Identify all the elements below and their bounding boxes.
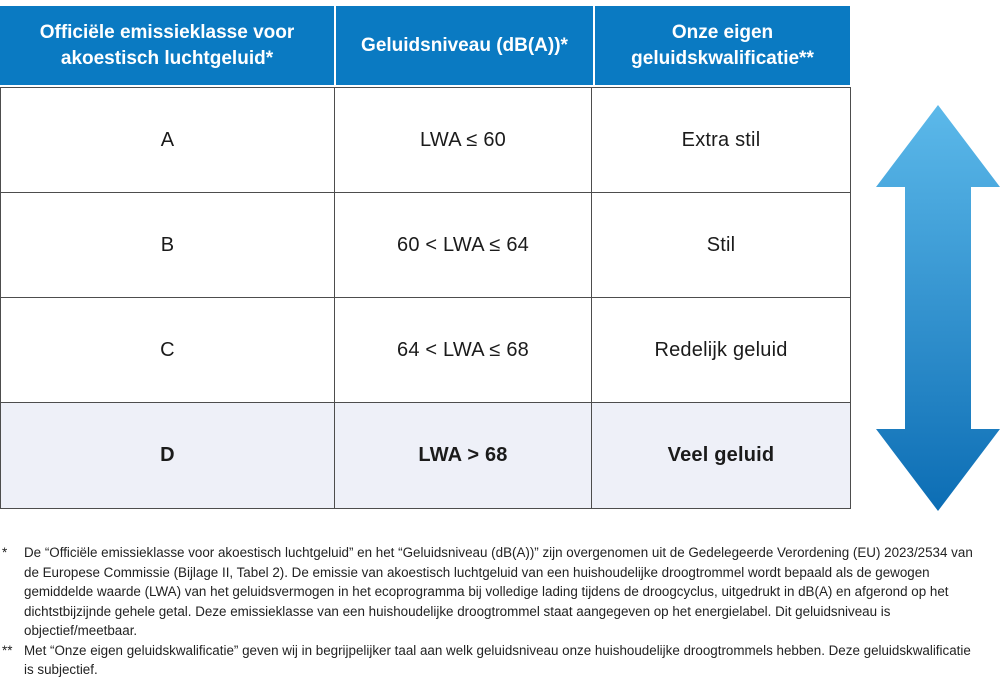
footnote-2-text: Met “Onze eigen geluidskwalificatie” gev… (24, 642, 971, 678)
footnote-2: ** Met “Onze eigen geluidskwalificatie” … (2, 641, 974, 680)
header-cell-own-qualification: Onze eigen geluidskwalificatie** (595, 6, 850, 85)
noise-class-table: Officiële emissieklasse voor akoestisch … (0, 6, 851, 509)
header-cell-emission-class: Officiële emissieklasse voor akoestisch … (0, 6, 334, 85)
table-header-row: Officiële emissieklasse voor akoestisch … (0, 6, 851, 85)
cell-qualification-c: Redelijk geluid (654, 338, 788, 361)
table-row-a: A LWA ≤ 60 Extra stil (1, 88, 850, 193)
cell-level-b: 60 < LWA ≤ 64 (335, 193, 592, 297)
cell-qualification-d: Veel geluid (667, 444, 775, 466)
footnote-1: * De “Officiële emissieklasse voor akoes… (2, 543, 974, 641)
footnote-1-text: De “Officiële emissieklasse voor akoesti… (24, 545, 973, 638)
cell-qualification-a: Extra stil (681, 128, 761, 151)
table-body: A LWA ≤ 60 Extra stil B 60 < LWA ≤ 64 St… (0, 87, 851, 509)
footnote-2-marker: ** (2, 642, 13, 658)
cell-level-c: 64 < LWA ≤ 68 (335, 298, 592, 402)
cell-class-c: C (1, 298, 335, 402)
table-row-d: D LWA > 68 Veel geluid (1, 403, 850, 508)
footnotes: * De “Officiële emissieklasse voor akoes… (2, 543, 974, 680)
header-cell-noise-level: Geluidsniveau (dB(A))* (336, 6, 593, 85)
table-row-b: B 60 < LWA ≤ 64 Stil (1, 193, 850, 298)
volume-scale-arrow-icon (876, 105, 1000, 511)
cell-class-d: D (1, 403, 335, 508)
cell-class-a: A (1, 88, 335, 192)
cell-level-a: LWA ≤ 60 (335, 88, 592, 192)
footnote-1-marker: * (2, 545, 8, 560)
cell-qualification-b: Stil (706, 233, 736, 256)
cell-level-d: LWA > 68 (335, 403, 592, 508)
cell-class-b: B (1, 193, 335, 297)
table-row-c: C 64 < LWA ≤ 68 Redelijk geluid (1, 298, 850, 403)
